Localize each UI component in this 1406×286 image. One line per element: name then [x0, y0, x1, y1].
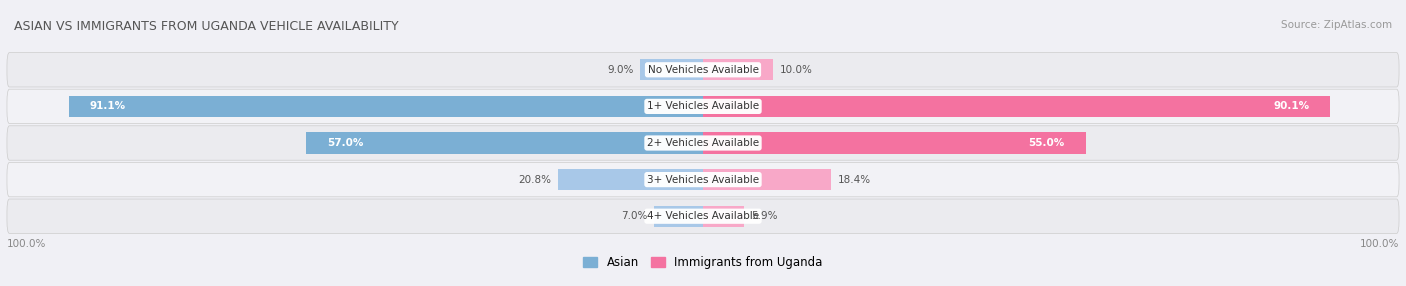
Bar: [640, 59, 703, 80]
Bar: [703, 206, 744, 227]
Text: 57.0%: 57.0%: [328, 138, 364, 148]
Bar: [703, 132, 1085, 154]
Text: 4+ Vehicles Available: 4+ Vehicles Available: [647, 211, 759, 221]
FancyBboxPatch shape: [7, 199, 1399, 233]
Text: 5.9%: 5.9%: [751, 211, 778, 221]
Text: 20.8%: 20.8%: [519, 175, 551, 184]
Bar: [703, 96, 1330, 117]
Text: 3+ Vehicles Available: 3+ Vehicles Available: [647, 175, 759, 184]
Text: 9.0%: 9.0%: [607, 65, 633, 75]
Text: 55.0%: 55.0%: [1029, 138, 1064, 148]
Bar: [703, 59, 773, 80]
Text: 90.1%: 90.1%: [1272, 102, 1309, 111]
Bar: [703, 169, 831, 190]
Legend: Asian, Immigrants from Uganda: Asian, Immigrants from Uganda: [583, 256, 823, 269]
FancyBboxPatch shape: [7, 162, 1399, 197]
Bar: [654, 206, 703, 227]
Bar: [558, 169, 703, 190]
FancyBboxPatch shape: [7, 126, 1399, 160]
Bar: [69, 96, 703, 117]
Text: ASIAN VS IMMIGRANTS FROM UGANDA VEHICLE AVAILABILITY: ASIAN VS IMMIGRANTS FROM UGANDA VEHICLE …: [14, 20, 399, 33]
Text: 100.0%: 100.0%: [7, 239, 46, 249]
Text: 10.0%: 10.0%: [779, 65, 813, 75]
FancyBboxPatch shape: [7, 89, 1399, 124]
Text: 2+ Vehicles Available: 2+ Vehicles Available: [647, 138, 759, 148]
Text: 91.1%: 91.1%: [90, 102, 127, 111]
FancyBboxPatch shape: [7, 53, 1399, 87]
Text: 18.4%: 18.4%: [838, 175, 872, 184]
Text: 1+ Vehicles Available: 1+ Vehicles Available: [647, 102, 759, 111]
Text: 7.0%: 7.0%: [621, 211, 647, 221]
Text: 100.0%: 100.0%: [1360, 239, 1399, 249]
Text: No Vehicles Available: No Vehicles Available: [648, 65, 758, 75]
Text: Source: ZipAtlas.com: Source: ZipAtlas.com: [1281, 20, 1392, 30]
Bar: [307, 132, 703, 154]
